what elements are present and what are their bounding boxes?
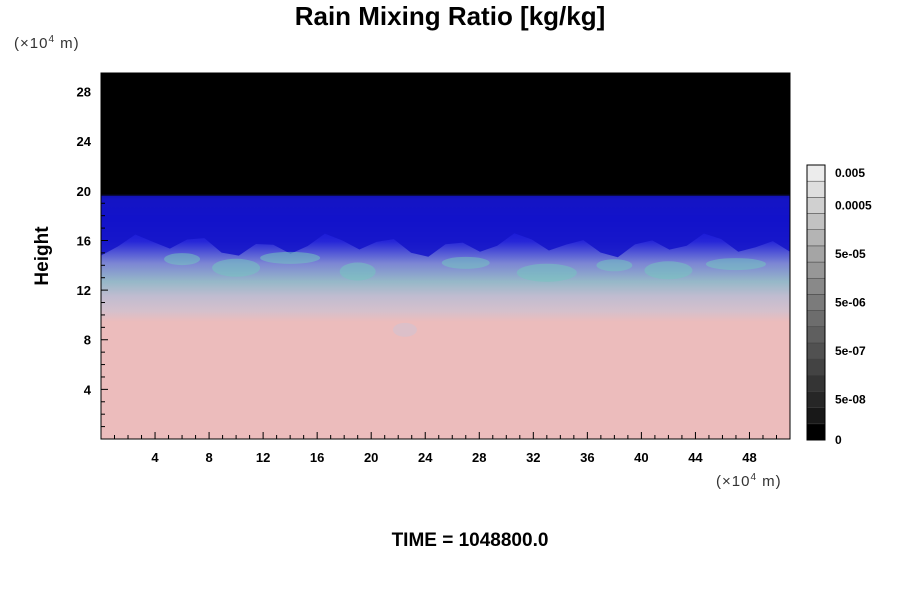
blue-turbulent-lobes	[101, 195, 790, 258]
teal-streaks	[164, 251, 766, 282]
plume-lobe	[392, 322, 417, 337]
colorbar-swatch	[806, 197, 826, 214]
colorbar-swatch	[806, 326, 826, 344]
colorbar-swatch	[806, 164, 826, 182]
chart-title: Rain Mixing Ratio [kg/kg]	[294, 1, 606, 31]
colorbar-swatch	[806, 358, 826, 376]
x-tick-label: 40	[634, 450, 648, 465]
x-tick-label: 12	[256, 450, 270, 465]
y-tick-label: 20	[77, 184, 91, 199]
x-axis: 4 8 12 16 20 24 28 32 36 40 44 48	[114, 432, 777, 465]
colorbar-label: 5e-08	[835, 393, 866, 407]
colorbar-label: 5e-06	[835, 296, 866, 310]
time-label: TIME = 1048800.0	[391, 530, 549, 551]
colorbar-swatch	[806, 407, 826, 425]
y-tick-label: 8	[84, 333, 91, 348]
plot-frame	[100, 72, 791, 440]
colorbar-swatch	[806, 423, 826, 441]
y-axis: 4 8 12 16 20 24 28	[77, 78, 108, 428]
colorbar-swatch	[806, 245, 826, 263]
colorbar-label: 0.0005	[835, 198, 872, 212]
heatmap-gradient	[101, 73, 790, 439]
x-tick-label: 8	[205, 450, 212, 465]
x-tick-label: 24	[418, 450, 433, 465]
x-tick-label: 16	[310, 450, 324, 465]
x-tick-label: 4	[151, 450, 159, 465]
y-tick-label: 24	[77, 134, 92, 149]
colorbar-label: 0	[835, 433, 842, 447]
x-tick-label: 20	[364, 450, 378, 465]
colorbar-swatch	[806, 294, 826, 311]
colorbar-swatch	[806, 180, 826, 198]
x-tick-label: 32	[526, 450, 540, 465]
colorbar-swatch	[806, 261, 826, 279]
colorbar-swatch	[806, 277, 826, 295]
y-tick-label: 28	[77, 85, 91, 100]
heatmap-field	[101, 73, 790, 439]
colorbar-swatch	[806, 229, 826, 247]
colorbar-swatch	[806, 213, 826, 230]
y-axis-unit: (×104 m)	[14, 34, 80, 52]
y-tick-label: 16	[77, 233, 91, 248]
colorbar-swatch	[806, 375, 826, 392]
colorbar: 0 5e-08 5e-07 5e-06 5e-05 0.0005 0.005	[806, 164, 872, 447]
x-tick-label: 28	[472, 450, 486, 465]
x-tick-label: 36	[580, 450, 594, 465]
colorbar-swatch	[806, 342, 826, 360]
x-axis-unit: (×104 m)	[716, 472, 782, 490]
colorbar-label: 5e-05	[835, 247, 866, 261]
x-tick-label: 48	[742, 450, 756, 465]
colorbar-label: 0.005	[835, 166, 865, 180]
y-tick-label: 12	[77, 283, 91, 298]
colorbar-swatch	[806, 391, 826, 408]
colorbar-swatch	[806, 310, 826, 328]
colorbar-frame	[806, 164, 826, 441]
y-tick-label: 4	[84, 382, 92, 397]
colorbar-label: 5e-07	[835, 344, 866, 358]
x-tick-label: 44	[688, 450, 703, 465]
